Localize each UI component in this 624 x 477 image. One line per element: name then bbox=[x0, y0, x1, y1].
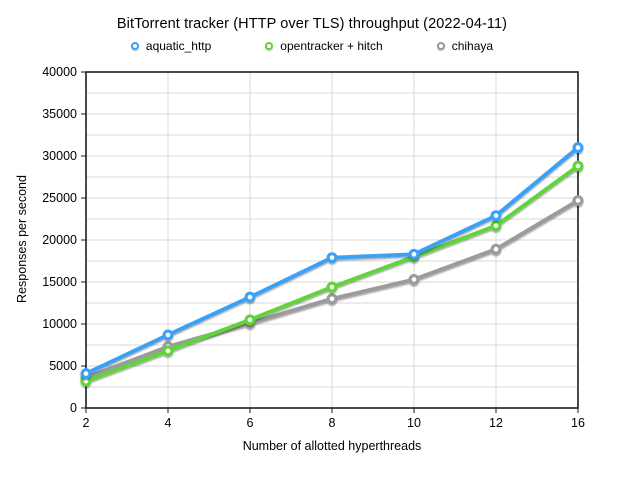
data-point-marker-icon bbox=[408, 274, 420, 285]
x-tick-label: 2 bbox=[83, 416, 90, 430]
x-tick-label: 12 bbox=[489, 416, 503, 430]
data-point-marker-icon bbox=[80, 368, 92, 380]
y-tick-label: 0 bbox=[70, 401, 77, 415]
data-point-marker-icon bbox=[326, 293, 338, 305]
data-point-marker-icon bbox=[408, 248, 420, 260]
axes: 0 5000 10000 15000 20000 25000 30000 35000 40000… bbox=[42, 65, 585, 430]
data-point-marker-icon bbox=[572, 195, 584, 206]
gridlines bbox=[86, 72, 578, 408]
x-tick-label: 8 bbox=[329, 416, 336, 430]
data-point-marker-icon bbox=[326, 252, 338, 264]
data-point-marker-icon bbox=[244, 291, 256, 303]
y-tick-label: 20000 bbox=[42, 233, 77, 247]
legend-ring-icon bbox=[130, 42, 139, 50]
x-tick-label: 10 bbox=[407, 416, 421, 430]
y-tick-label: 35000 bbox=[42, 107, 77, 121]
legend-ring-icon bbox=[265, 42, 274, 50]
chart-title: BitTorrent tracker (HTTP over TLS) throu… bbox=[116, 16, 508, 32]
y-tick-label: 10000 bbox=[42, 317, 77, 331]
y-tick-label: 25000 bbox=[42, 191, 77, 205]
legend-item-aquatic-http: aquatic_http bbox=[130, 39, 212, 53]
y-axis-title: Responses per second bbox=[15, 175, 29, 303]
data-point-marker-icon bbox=[490, 243, 502, 255]
data-point-marker-icon bbox=[244, 314, 256, 326]
x-tick-label: 6 bbox=[247, 416, 254, 430]
x-axis-title: Number of allotted hyperthreads bbox=[242, 439, 422, 453]
y-tick-label: 40000 bbox=[42, 65, 77, 79]
x-tick-label: 16 bbox=[571, 416, 585, 430]
legend-item-chihaya: chihaya bbox=[436, 39, 494, 53]
legend-label: aquatic_http bbox=[145, 39, 212, 53]
data-point-marker-icon bbox=[162, 329, 174, 341]
y-tick-label: 30000 bbox=[42, 149, 77, 163]
legend-label: opentracker + hitch bbox=[280, 39, 383, 53]
data-point-marker-icon bbox=[572, 142, 584, 154]
legend-item-opentracker-hitch: opentracker + hitch bbox=[265, 39, 383, 53]
plot-border bbox=[85, 71, 579, 409]
data-point-marker-icon bbox=[490, 220, 502, 232]
data-point-marker-icon bbox=[326, 281, 338, 293]
legend-ring-icon bbox=[436, 42, 445, 50]
y-tick-label: 5000 bbox=[49, 359, 77, 373]
data-point-marker-icon bbox=[162, 345, 174, 357]
x-tick-label: 4 bbox=[165, 416, 172, 430]
legend-label: chihaya bbox=[451, 39, 494, 53]
legend: aquatic_http opentracker + hitch chihaya bbox=[0, 39, 624, 53]
data-point-marker-icon bbox=[572, 160, 584, 172]
y-tick-label: 15000 bbox=[42, 275, 77, 289]
series-aquatic-http bbox=[80, 142, 584, 380]
data-point-marker-icon bbox=[490, 210, 502, 222]
